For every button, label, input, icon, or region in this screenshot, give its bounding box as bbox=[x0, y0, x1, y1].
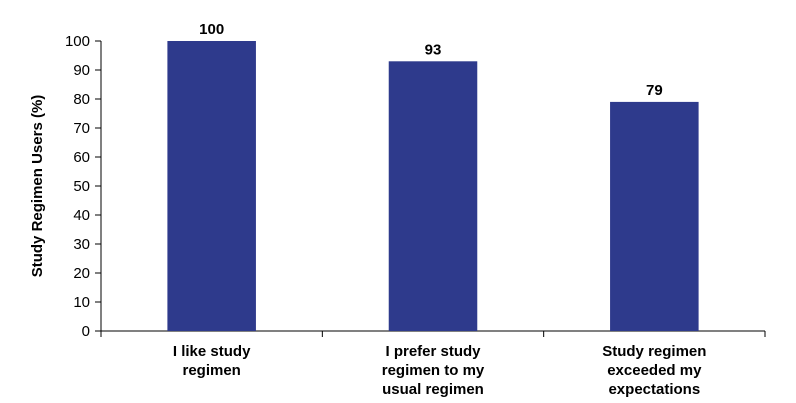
category-labels: I like study regimen I prefer study regimen… bbox=[173, 343, 707, 398]
y-tick-label: 30 bbox=[73, 236, 90, 253]
y-tick-label: 100 bbox=[65, 33, 90, 50]
y-tick-label: 80 bbox=[73, 91, 90, 108]
y-tick-label: 0 bbox=[82, 323, 90, 340]
bars bbox=[167, 41, 699, 332]
y-tick-label: 50 bbox=[73, 178, 90, 195]
data-label: 100 bbox=[199, 21, 224, 38]
category-label: Study regimen exceeded my expectations bbox=[602, 343, 706, 398]
bar bbox=[167, 41, 256, 331]
y-axis: 0 10 20 30 40 50 60 70 80 90 100 bbox=[65, 33, 102, 340]
y-axis-title: Study Regimen Users (%) bbox=[29, 95, 46, 278]
data-label: 93 bbox=[425, 41, 442, 58]
data-label: 79 bbox=[646, 82, 663, 99]
y-tick-label: 70 bbox=[73, 120, 90, 137]
y-tick-label: 40 bbox=[73, 207, 90, 224]
y-tick-label: 90 bbox=[73, 62, 90, 79]
bar bbox=[610, 101, 699, 332]
data-labels: 100 93 79 bbox=[199, 21, 663, 99]
x-axis bbox=[100, 330, 766, 337]
y-tick-label: 10 bbox=[73, 294, 90, 311]
category-label: I like study regimen bbox=[173, 343, 251, 379]
bar bbox=[388, 61, 478, 332]
category-label: I prefer study regimen to my usual regimen bbox=[382, 343, 485, 398]
y-tick-label: 20 bbox=[73, 265, 90, 282]
y-tick-label: 60 bbox=[73, 149, 90, 166]
